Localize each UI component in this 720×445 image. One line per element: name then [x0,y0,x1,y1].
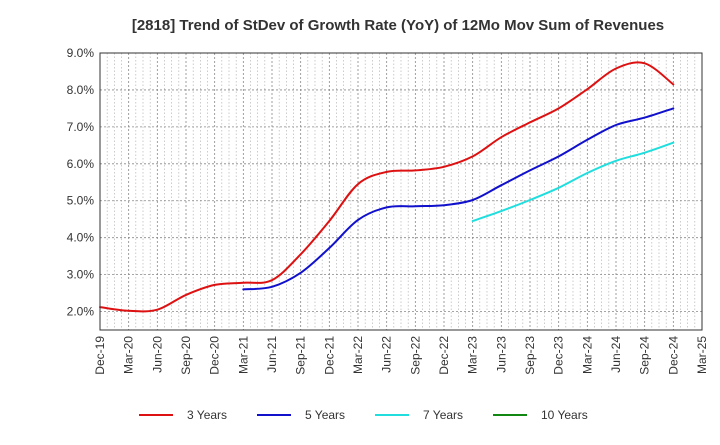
x-tick-label: Sep-23 [523,336,537,375]
legend-label-3-years: 3 Years [187,408,227,422]
x-tick-label: Mar-23 [466,336,480,374]
x-tick-label: Dec-19 [93,336,107,375]
y-tick-label: 8.0% [67,83,95,97]
x-tick-labels: Dec-19 Mar-20 Jun-20 Sep-20 Dec-20 Mar-21 Jun-… [93,336,709,375]
x-tick-label: Sep-20 [179,336,193,375]
x-tick-label: Sep-22 [408,336,422,375]
y-tick-label: 9.0% [67,46,95,60]
x-tick-label: Dec-24 [666,336,680,375]
x-tick-label: Jun-21 [265,336,279,373]
legend-label-7-years: 7 Years [423,408,463,422]
y-tick-labels: 2.0% 3.0% 4.0% 5.0% 6.0% 7.0% 8.0% 9.0% [67,46,95,319]
x-tick-label: Mar-24 [580,336,594,374]
plot-border [99,52,703,331]
y-tick-label: 6.0% [67,157,95,171]
y-tick-label: 3.0% [67,268,95,282]
series-line-5-years [242,107,675,291]
x-tick-label: Jun-20 [150,336,164,373]
x-tick-label: Mar-20 [122,336,136,374]
x-tick-label: Mar-22 [351,336,365,374]
axis-layer [99,52,703,331]
grid-layer [99,52,703,330]
x-tick-label: Dec-20 [208,336,222,375]
series-layer [99,61,675,313]
series-line-3-years [99,61,675,313]
x-tick-label: Mar-25 [695,336,709,374]
x-tick-label: Mar-21 [236,336,250,374]
x-tick-label: Dec-22 [437,336,451,375]
y-tick-label: 4.0% [67,231,95,245]
x-tick-label: Jun-24 [609,336,623,373]
x-tick-label: Sep-21 [294,336,308,375]
x-tick-label: Sep-24 [638,336,652,375]
series-line-7-years [471,141,675,222]
y-tick-label: 5.0% [67,194,95,208]
y-tick-label: 7.0% [67,120,95,134]
legend-label-10-years: 10 Years [541,408,588,422]
x-tick-label: Dec-23 [552,336,566,375]
x-tick-label: Jun-22 [380,336,394,373]
x-tick-label: Jun-23 [494,336,508,373]
x-tick-label: Dec-21 [322,336,336,375]
chart-title: [2818] Trend of StDev of Growth Rate (Yo… [132,17,664,34]
y-tick-label: 2.0% [67,305,95,319]
legend-label-5-years: 5 Years [305,408,345,422]
legend: 3 Years 5 Years 7 Years 10 Years [139,408,588,422]
